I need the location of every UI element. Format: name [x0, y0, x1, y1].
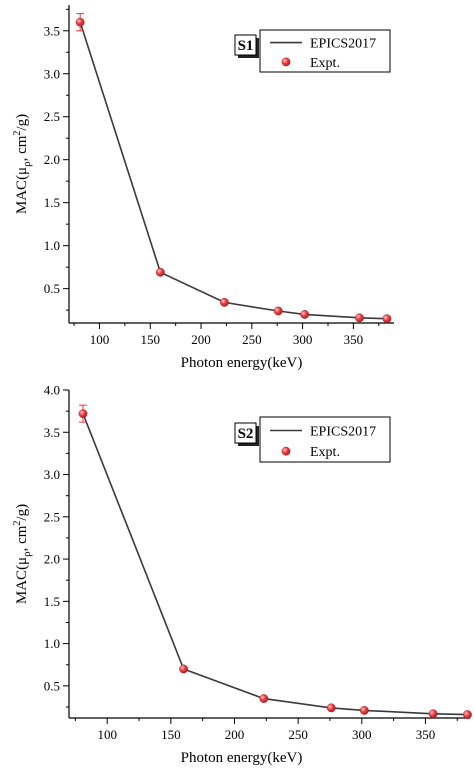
legend-box — [259, 29, 391, 73]
legend-label-expt: Expt. — [310, 445, 340, 460]
y-tick-label: 0.5 — [44, 281, 60, 296]
legend-swatch-marker — [281, 57, 291, 67]
legend-label-expt: Expt. — [310, 56, 340, 71]
panel-tag-label: S2 — [238, 426, 254, 442]
x-tick-label: 350 — [344, 332, 364, 347]
y-tick-label: 2.5 — [44, 109, 60, 124]
x-tick-label: 300 — [352, 727, 372, 742]
y-tick-label: 2.0 — [44, 152, 60, 167]
y-tick-label: 2.0 — [44, 552, 60, 567]
y-tick-label: 1.5 — [44, 195, 60, 210]
x-tick-label: 100 — [90, 332, 110, 347]
data-point — [156, 267, 165, 277]
y-tick-label: 3.0 — [44, 66, 60, 81]
panel-tag-box — [234, 34, 257, 56]
y-tick-label: 3.5 — [44, 425, 60, 440]
chart-panel-s1: 100 150 200 250 300 350 0.5 1.0 1.5 2.0 2.5 3.0 3.5 P… — [12, 5, 394, 371]
data-point — [359, 705, 369, 715]
y-axis-title: MAC(μρ, cm2/g) — [12, 114, 33, 214]
data-point — [382, 314, 392, 324]
data-point — [78, 409, 88, 419]
data-point — [463, 710, 472, 720]
y-tick-label: 1.0 — [44, 238, 60, 253]
data-point — [259, 694, 269, 703]
y-tick-label: 4.0 — [44, 383, 60, 398]
legend-swatch-marker — [281, 446, 291, 456]
y-tick-label: 2.5 — [44, 509, 60, 524]
data-point — [326, 703, 336, 713]
x-tick-label: 200 — [225, 727, 245, 742]
panel-tag-label: S1 — [238, 38, 254, 54]
y-tick-label: 1.0 — [44, 636, 60, 651]
x-axis-title: Photon energy(keV) — [181, 355, 303, 371]
x-axis-title: Photon energy(keV) — [181, 750, 303, 766]
x-tick-label: 350 — [416, 727, 436, 742]
x-tick-label: 100 — [97, 727, 117, 742]
data-point — [179, 664, 188, 674]
series-line-epics2017 — [79, 21, 387, 320]
x-tick-label: 200 — [191, 332, 211, 347]
x-tick-label: 250 — [242, 332, 262, 347]
legend-label-epics2017: EPICS2017 — [310, 37, 376, 52]
y-tick-label: 3.5 — [44, 23, 60, 38]
series-line-epics2017 — [82, 413, 468, 716]
y-tick-label: 1.5 — [44, 594, 60, 609]
legend-label-epics2017: EPICS2017 — [310, 425, 376, 440]
y-axis-title: MAC(μρ, cm2/g) — [12, 504, 33, 604]
data-point — [75, 17, 85, 27]
x-tick-label: 150 — [141, 332, 161, 347]
y-tick-label: 0.5 — [44, 678, 60, 693]
legend-box — [259, 416, 391, 463]
data-point — [219, 297, 229, 307]
data-point — [355, 313, 364, 323]
panel-tag-box — [234, 422, 257, 444]
y-tick-label: 3.0 — [44, 467, 60, 482]
x-tick-label: 250 — [288, 727, 308, 742]
data-point — [300, 310, 310, 319]
x-tick-label: 150 — [161, 727, 181, 742]
x-tick-label: 300 — [293, 332, 313, 347]
chart-panel-s2: 100 150 200 250 300 350 0.5 1.0 1.5 2.0 2.5 3.0 3.5 4… — [12, 383, 472, 766]
data-point — [428, 709, 438, 719]
data-point — [273, 306, 283, 316]
